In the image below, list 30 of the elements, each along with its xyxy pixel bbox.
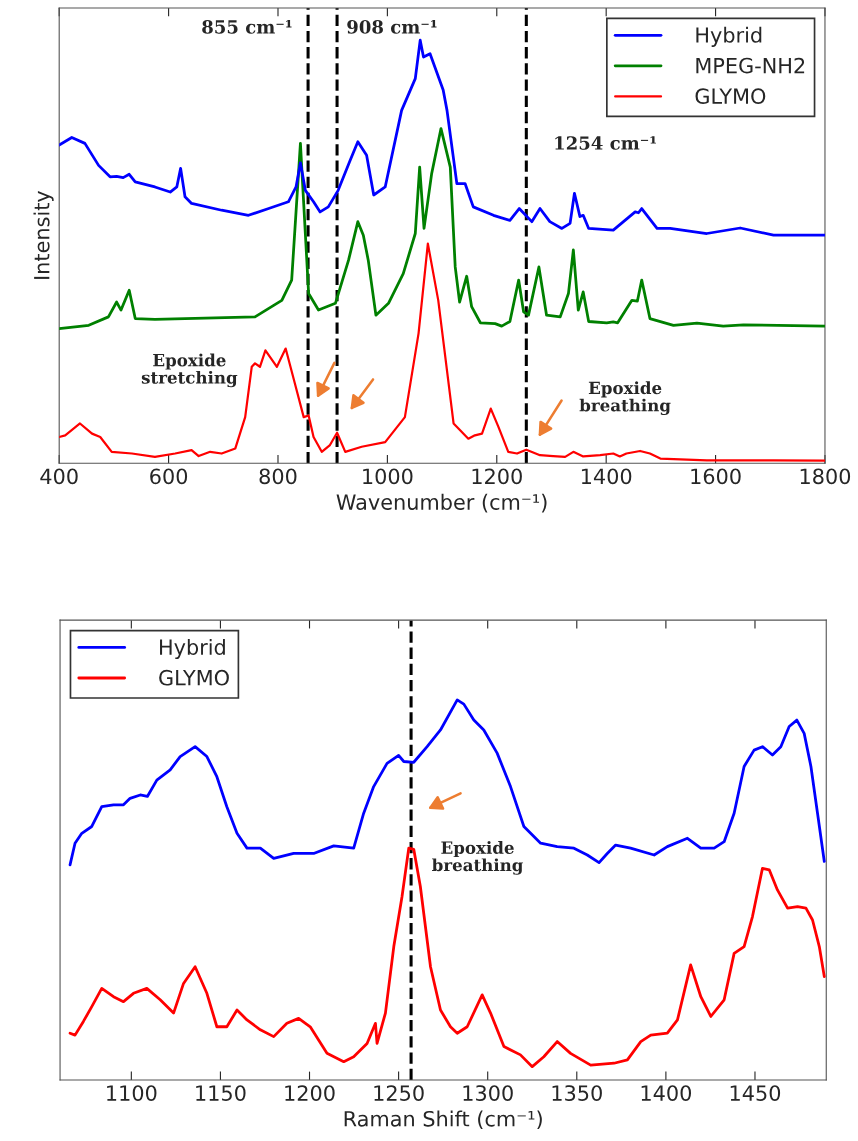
x-axis-title: Wavenumber (cm⁻¹) [336, 493, 547, 513]
x-tick-label: 1800 [800, 468, 851, 485]
legend-label: Hybrid [160, 638, 225, 660]
x-axis-title: Raman Shift (cm⁻¹) [344, 1110, 542, 1130]
x-tick-label: 1400 [581, 468, 632, 485]
x-tick-label: 1100 [107, 1085, 157, 1101]
x-tick-label: 1400 [641, 1085, 692, 1101]
x-tick-label: 1450 [730, 1085, 781, 1101]
x-tick-label: 1000 [363, 468, 413, 485]
x-tick-label: 1250 [374, 1085, 424, 1101]
x-tick-label: 600 [150, 468, 188, 485]
x-tick-label: 1200 [472, 468, 522, 485]
x-tick-label: 1200 [285, 1085, 335, 1101]
x-tick-label: 1600 [691, 468, 741, 485]
x-tick-label: 1150 [196, 1085, 246, 1101]
ref-line-label: 1254 cm⁻¹ [555, 136, 656, 150]
annotation: Epoxide breathing [579, 381, 671, 416]
y-axis-title: Intensity [33, 190, 54, 279]
legend-label: Hybrid [696, 26, 762, 47]
legend-label: GLYMO [159, 669, 229, 686]
x-tick-label: 1350 [552, 1085, 602, 1101]
ref-line-label: 908 cm⁻¹ [347, 20, 437, 34]
legend-label: GLYMO [695, 88, 766, 105]
x-tick-label: 400 [40, 468, 78, 485]
ref-line-label: 855 cm⁻¹ [202, 20, 292, 34]
x-tick-label: 1300 [463, 1085, 513, 1101]
legend-label: MPEG-NH2 [696, 57, 805, 74]
x-tick-label: 800 [259, 468, 297, 485]
annotation: Epoxide breathing [432, 840, 524, 875]
annotation: Epoxide stretching [141, 353, 238, 388]
